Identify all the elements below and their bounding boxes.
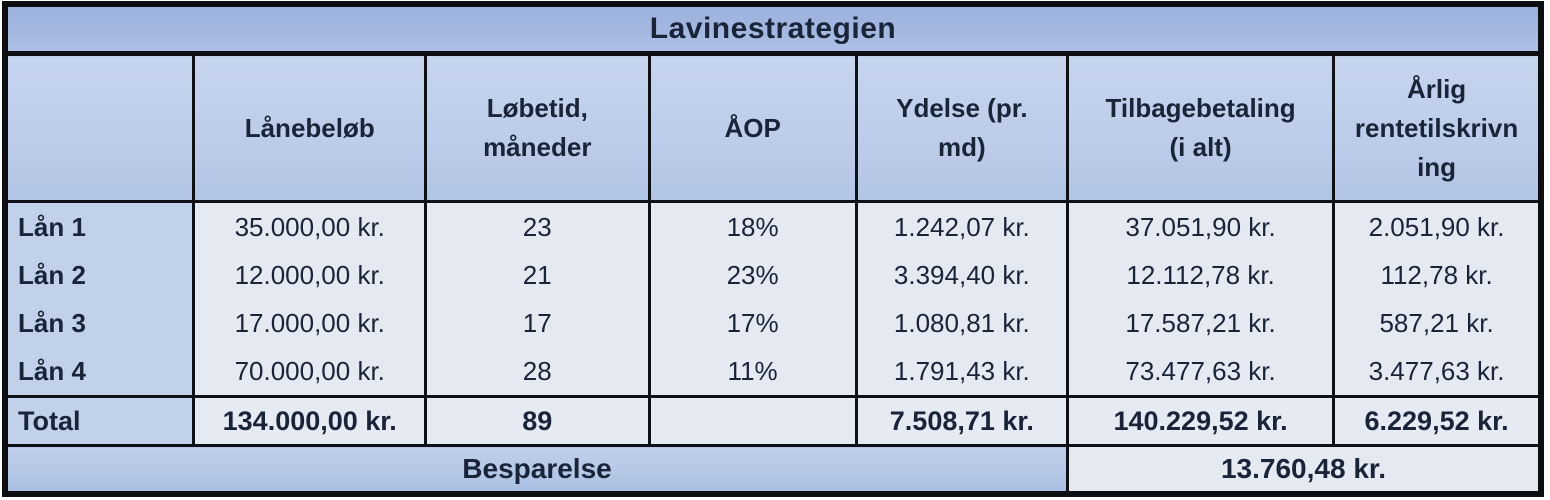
cell-rentetilskrivning: 587,21 kr. [1332,299,1541,347]
cell-lanebelob: 70.000,00 kr. [192,347,426,397]
total-tilbagebetaling: 140.229,52 kr. [1065,395,1334,447]
title-row: Lavinestrategien [5,4,1541,56]
total-lanebelob: 134.000,00 kr. [192,395,426,447]
corner-cell [5,53,194,203]
cell-lobetid: 23 [424,201,649,251]
cell-lanebelob: 35.000,00 kr. [192,201,426,251]
cell-lobetid: 17 [424,299,649,347]
cell-ydelse: 1.791,43 kr. [854,347,1068,397]
total-lobetid: 89 [424,395,649,447]
table-title: Lavinestrategien [5,4,1541,56]
cell-lobetid: 28 [424,347,649,397]
row-label: Lån 1 [5,201,194,251]
row-label: Lån 2 [5,251,194,299]
total-rentetilskrivning: 6.229,52 kr. [1332,395,1541,447]
cell-aop: 11% [647,347,857,397]
besparelse-row: Besparelse 13.760,48 kr. [5,445,1541,494]
total-ydelse: 7.508,71 kr. [854,395,1068,447]
cell-lanebelob: 12.000,00 kr. [192,251,426,299]
col-header-tilbagebetaling: Tilbagebetaling (i alt) [1065,53,1334,203]
cell-rentetilskrivning: 112,78 kr. [1332,251,1541,299]
cell-lobetid: 21 [424,251,649,299]
row-label: Lån 3 [5,299,194,347]
col-header-aarlig-rentetilskrivning: Årlig rentetilskrivn ing [1332,53,1541,203]
table-row-lan-3: Lån 3 17.000,00 kr. 17 17% 1.080,81 kr. … [5,299,1541,347]
col-header-lobetid: Løbetid, måneder [424,53,649,203]
cell-tilbagebetaling: 12.112,78 kr. [1065,251,1334,299]
total-label: Total [5,395,194,447]
col-header-ydelse: Ydelse (pr. md) [854,53,1068,203]
cell-tilbagebetaling: 37.051,90 kr. [1065,201,1334,251]
cell-ydelse: 1.080,81 kr. [854,299,1068,347]
table-row-lan-4: Lån 4 70.000,00 kr. 28 11% 1.791,43 kr. … [5,347,1541,397]
cell-lanebelob: 17.000,00 kr. [192,299,426,347]
cell-ydelse: 1.242,07 kr. [854,201,1068,251]
cell-rentetilskrivning: 3.477,63 kr. [1332,347,1541,397]
col-header-aop: ÅOP [647,53,857,203]
col-header-lanebelob: Lånebeløb [192,53,426,203]
total-row: Total 134.000,00 kr. 89 7.508,71 kr. 140… [5,395,1541,447]
cell-aop: 18% [647,201,857,251]
total-aop-empty-cell [647,395,857,447]
cell-aop: 23% [647,251,857,299]
besparelse-value: 13.760,48 kr. [1066,445,1541,494]
cell-ydelse: 3.394,40 kr. [854,251,1068,299]
table-row-lan-2: Lån 2 12.000,00 kr. 21 23% 3.394,40 kr. … [5,251,1541,299]
table-row-lan-1: Lån 1 35.000,00 kr. 23 18% 1.242,07 kr. … [5,201,1541,251]
row-label: Lån 4 [5,347,194,397]
cell-tilbagebetaling: 17.587,21 kr. [1065,299,1334,347]
cell-rentetilskrivning: 2.051,90 kr. [1332,201,1541,251]
header-row: Lånebeløb Løbetid, måneder ÅOP Ydelse (p… [5,53,1541,203]
besparelse-label: Besparelse [5,445,1068,494]
cell-tilbagebetaling: 73.477,63 kr. [1065,347,1334,397]
cell-aop: 17% [647,299,857,347]
